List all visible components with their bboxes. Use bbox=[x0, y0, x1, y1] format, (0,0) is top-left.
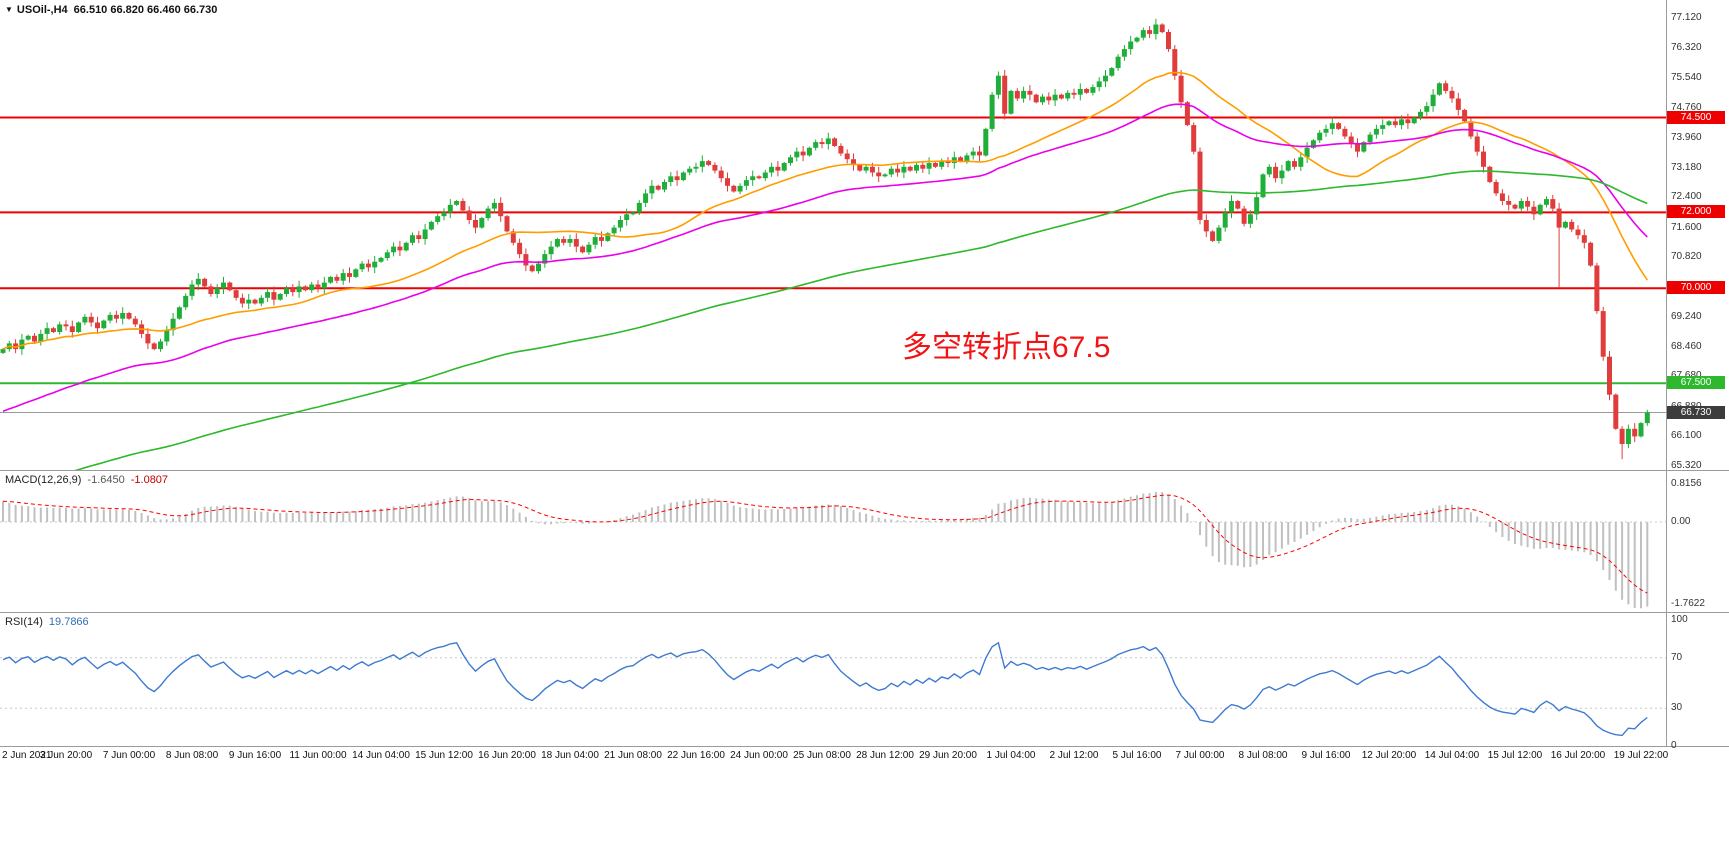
time-axis-label: 24 Jun 00:00 bbox=[730, 750, 788, 761]
macd-pane bbox=[0, 491, 1666, 609]
time-axis-label: 2 Jun 2021 bbox=[2, 750, 52, 761]
price-axis-label: 77.120 bbox=[1671, 12, 1702, 23]
rsi-axis-label: 0 bbox=[1671, 740, 1677, 751]
time-axis-label: 15 Jun 12:00 bbox=[415, 750, 473, 761]
price-axis-label: 68.460 bbox=[1671, 340, 1702, 352]
price-axis-label: 76.320 bbox=[1671, 42, 1702, 54]
symbol-timeframe-label: USOil-,H4 bbox=[16, 4, 68, 16]
time-axis-label: 21 Jun 08:00 bbox=[604, 750, 662, 761]
pane-separator-main-macd[interactable] bbox=[0, 470, 1729, 471]
candles-layer bbox=[0, 18, 1650, 460]
time-axis-label: 16 Jul 20:00 bbox=[1550, 750, 1606, 761]
time-axis-label: 29 Jun 20:00 bbox=[919, 750, 977, 761]
symbol-dropdown-icon[interactable]: ▼ bbox=[5, 5, 13, 14]
time-axis-label: 7 Jun 00:00 bbox=[102, 750, 156, 761]
time-axis-label: 19 Jul 22:00 bbox=[1613, 750, 1669, 761]
time-axis-label: 25 Jun 08:00 bbox=[793, 750, 851, 761]
rsi-axis-label: 30 bbox=[1671, 702, 1683, 714]
time-axis-label: 1 Jul 04:00 bbox=[986, 750, 1036, 761]
moving-averages-layer bbox=[2, 71, 1648, 470]
price-axis-label: 69.240 bbox=[1671, 311, 1702, 323]
price-axis-label: 70.820 bbox=[1671, 251, 1702, 263]
pane-separator-rsi-time bbox=[0, 746, 1729, 747]
price-axis-label: 71.600 bbox=[1671, 221, 1702, 233]
time-axis-label: 3 Jun 20:00 bbox=[39, 750, 93, 761]
time-axis-label: 12 Jul 20:00 bbox=[1361, 750, 1417, 761]
macd-axis-label: 0.8156 bbox=[1671, 478, 1702, 489]
macd-axis-label: -1.7622 bbox=[1671, 598, 1705, 609]
rsi-pane bbox=[0, 641, 1666, 737]
macd-main-value: -1.6450 bbox=[87, 474, 125, 486]
time-axis-label: 7 Jul 00:00 bbox=[1175, 750, 1225, 761]
rsi-axis-label: 70 bbox=[1671, 651, 1683, 663]
rsi-value: 19.7866 bbox=[48, 616, 89, 628]
hline-price-box: 70.000 bbox=[1667, 281, 1725, 295]
macd-pane-label: MACD(12,26,9) -1.6450 -1.0807 bbox=[5, 474, 168, 486]
time-axis-label: 16 Jun 20:00 bbox=[478, 750, 536, 761]
time-axis-label: 22 Jun 16:00 bbox=[667, 750, 725, 761]
price-axis-label: 75.540 bbox=[1671, 72, 1702, 83]
time-axis-label: 5 Jul 16:00 bbox=[1112, 750, 1162, 761]
price-axis-label: 67.680 bbox=[1671, 370, 1702, 381]
price-axis-separator bbox=[1666, 0, 1667, 746]
time-axis-label: 8 Jun 08:00 bbox=[165, 750, 219, 761]
rsi-indicator-name: RSI(14) bbox=[5, 616, 43, 628]
time-axis-label: 2 Jul 12:00 bbox=[1049, 750, 1099, 761]
price-axis-label: 72.400 bbox=[1671, 191, 1702, 203]
ma-slow-line bbox=[74, 170, 1648, 470]
price-axis-label: 73.180 bbox=[1671, 161, 1702, 173]
current-price-box: 66.730 bbox=[1667, 405, 1725, 419]
macd-histogram bbox=[2, 491, 1649, 609]
ma-fast-line bbox=[2, 71, 1648, 350]
main-pane bbox=[0, 18, 1666, 470]
rsi-line bbox=[2, 641, 1648, 737]
time-axis-label: 11 Jun 00:00 bbox=[289, 750, 347, 761]
price-axis-label: 65.320 bbox=[1671, 460, 1702, 471]
hline-price-box: 72.000 bbox=[1667, 205, 1725, 219]
price-axis-label: 74.760 bbox=[1671, 101, 1702, 113]
pane-separator-macd-rsi[interactable] bbox=[0, 612, 1729, 613]
rsi-axis-label: 100 bbox=[1671, 614, 1688, 625]
time-axis-label: 15 Jul 12:00 bbox=[1487, 750, 1543, 761]
symbol-header: ▼ USOil-,H4 66.510 66.820 66.460 66.730 bbox=[5, 4, 217, 16]
ohlc-values: 66.510 66.820 66.460 66.730 bbox=[73, 4, 218, 16]
hline-price-box: 67.500 bbox=[1667, 376, 1725, 390]
price-axis-label: 73.960 bbox=[1671, 132, 1702, 143]
chart-annotation-text: 多空转折点67.5 bbox=[902, 331, 1111, 364]
ma-mid-line bbox=[2, 103, 1648, 413]
horizontal-level-lines bbox=[0, 116, 1666, 413]
time-axis-label: 14 Jun 04:00 bbox=[352, 750, 410, 761]
time-axis-label: 28 Jun 12:00 bbox=[856, 750, 914, 761]
macd-signal-line bbox=[2, 494, 1648, 594]
time-axis-label: 8 Jul 08:00 bbox=[1238, 750, 1288, 761]
time-axis-label: 14 Jul 04:00 bbox=[1424, 750, 1480, 761]
time-axis-label: 9 Jun 16:00 bbox=[228, 750, 282, 761]
rsi-pane-label: RSI(14) 19.7866 bbox=[5, 616, 89, 628]
time-axis-label: 9 Jul 16:00 bbox=[1301, 750, 1351, 761]
macd-axis-label: 0.00 bbox=[1671, 516, 1691, 527]
time-axis-label: 18 Jun 04:00 bbox=[541, 750, 599, 761]
price-axis-label: 66.100 bbox=[1671, 430, 1702, 442]
hline-price-box: 74.500 bbox=[1667, 110, 1725, 124]
macd-signal-value: -1.0807 bbox=[130, 474, 169, 486]
macd-indicator-name: MACD(12,26,9) bbox=[5, 474, 82, 486]
